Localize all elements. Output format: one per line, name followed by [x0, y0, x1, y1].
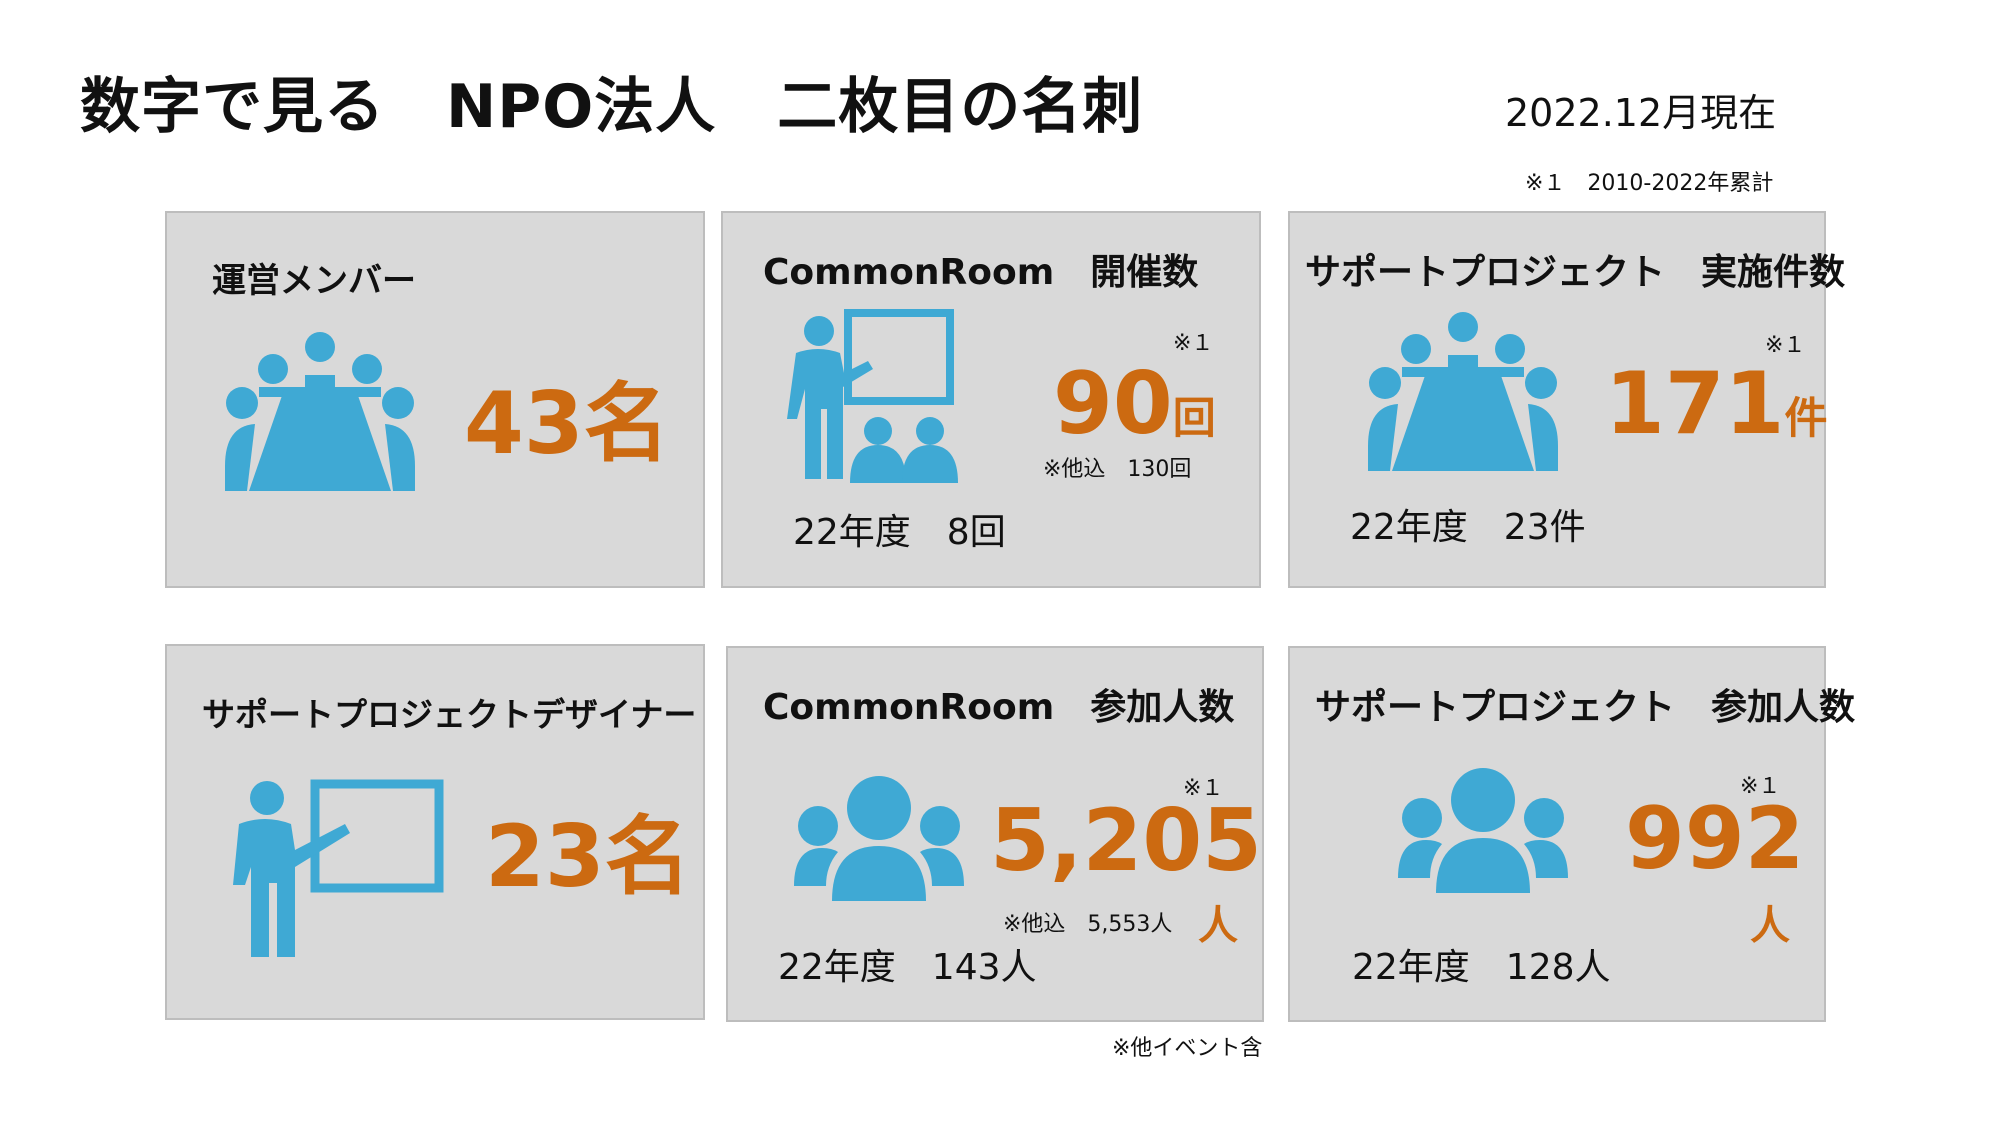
member-count-unit: 名: [583, 374, 670, 474]
participant-other-note: ※他込 5,553人: [1003, 912, 1173, 937]
cumulative-mark: ※１: [1765, 333, 1806, 358]
designer-count-value: 23: [485, 807, 605, 907]
card-support-projects: サポートプロジェクト 実施件数 ※１ 171件 22年度 23件: [1288, 211, 1845, 588]
designer-count: 23名: [485, 814, 691, 900]
project-participant-count: 992: [1625, 789, 1805, 889]
project-fy-count: 22年度 23件: [1350, 507, 1586, 548]
designer-count-unit: 名: [604, 807, 691, 907]
event-count-unit: 回: [1172, 394, 1216, 444]
group-people-icon: [794, 776, 964, 901]
card-project-participants: サポートプロジェクト 参加人数 ※１ 992 人 22年度 128人: [1288, 646, 1855, 1022]
card-title: CommonRoom 参加人数: [763, 687, 1235, 728]
card-designers: サポートプロジェクトデザイナー 23名: [165, 644, 705, 1020]
card-title: サポートプロジェクト 実施件数: [1305, 252, 1846, 293]
project-participant-fy-count: 22年度 128人: [1352, 947, 1611, 988]
cumulative-mark: ※１: [1173, 331, 1214, 356]
event-count: 90回: [1053, 361, 1216, 447]
participant-count: 5,205: [990, 791, 1263, 891]
cumulative-mark: ※１: [1183, 776, 1224, 801]
project-count-value: 171: [1605, 354, 1785, 454]
as-of-date: 2022.12月現在: [1505, 91, 1777, 135]
event-count-value: 90: [1053, 354, 1173, 454]
group-people-icon: [1398, 768, 1568, 893]
participant-fy-count: 22年度 143人: [778, 947, 1037, 988]
card-title: CommonRoom 開催数: [763, 252, 1199, 293]
member-count: 43名: [464, 381, 670, 467]
card-commonroom-participants: CommonRoom 参加人数 ※１ 5,205 ※他込 5,553人 人 22…: [726, 646, 1264, 1022]
cumulative-mark: ※１: [1740, 774, 1781, 799]
cumulative-note: ※１ 2010-2022年累計: [1525, 171, 1774, 196]
card-title: 運営メンバー: [212, 261, 416, 301]
event-fy-count: 22年度 8回: [793, 512, 1006, 553]
card-title: サポートプロジェクト 参加人数: [1315, 687, 1856, 728]
card-members: 運営メンバー 43名: [165, 211, 705, 588]
participant-count-unit: 人: [1198, 903, 1238, 949]
project-count: 171件: [1605, 361, 1828, 447]
card-title: サポートプロジェクトデザイナー: [202, 695, 697, 734]
project-count-unit: 件: [1784, 394, 1828, 444]
meeting-table-icon: [1368, 312, 1558, 471]
presenter-whiteboard-icon: [233, 779, 444, 957]
footnote: ※他イベント含: [1112, 1036, 1263, 1061]
event-other-note: ※他込 130回: [1043, 457, 1192, 482]
presenter-with-audience-icon: [787, 309, 958, 483]
meeting-table-icon: [225, 332, 415, 491]
project-participant-count-unit: 人: [1750, 903, 1790, 949]
member-count-value: 43: [464, 374, 584, 474]
page-title: 数字で見る NPO法人 二枚目の名刺: [80, 72, 1144, 142]
card-commonroom-events: CommonRoom 開催数 ※１ 90回 ※他込 130回 22年度 8回: [721, 211, 1261, 588]
